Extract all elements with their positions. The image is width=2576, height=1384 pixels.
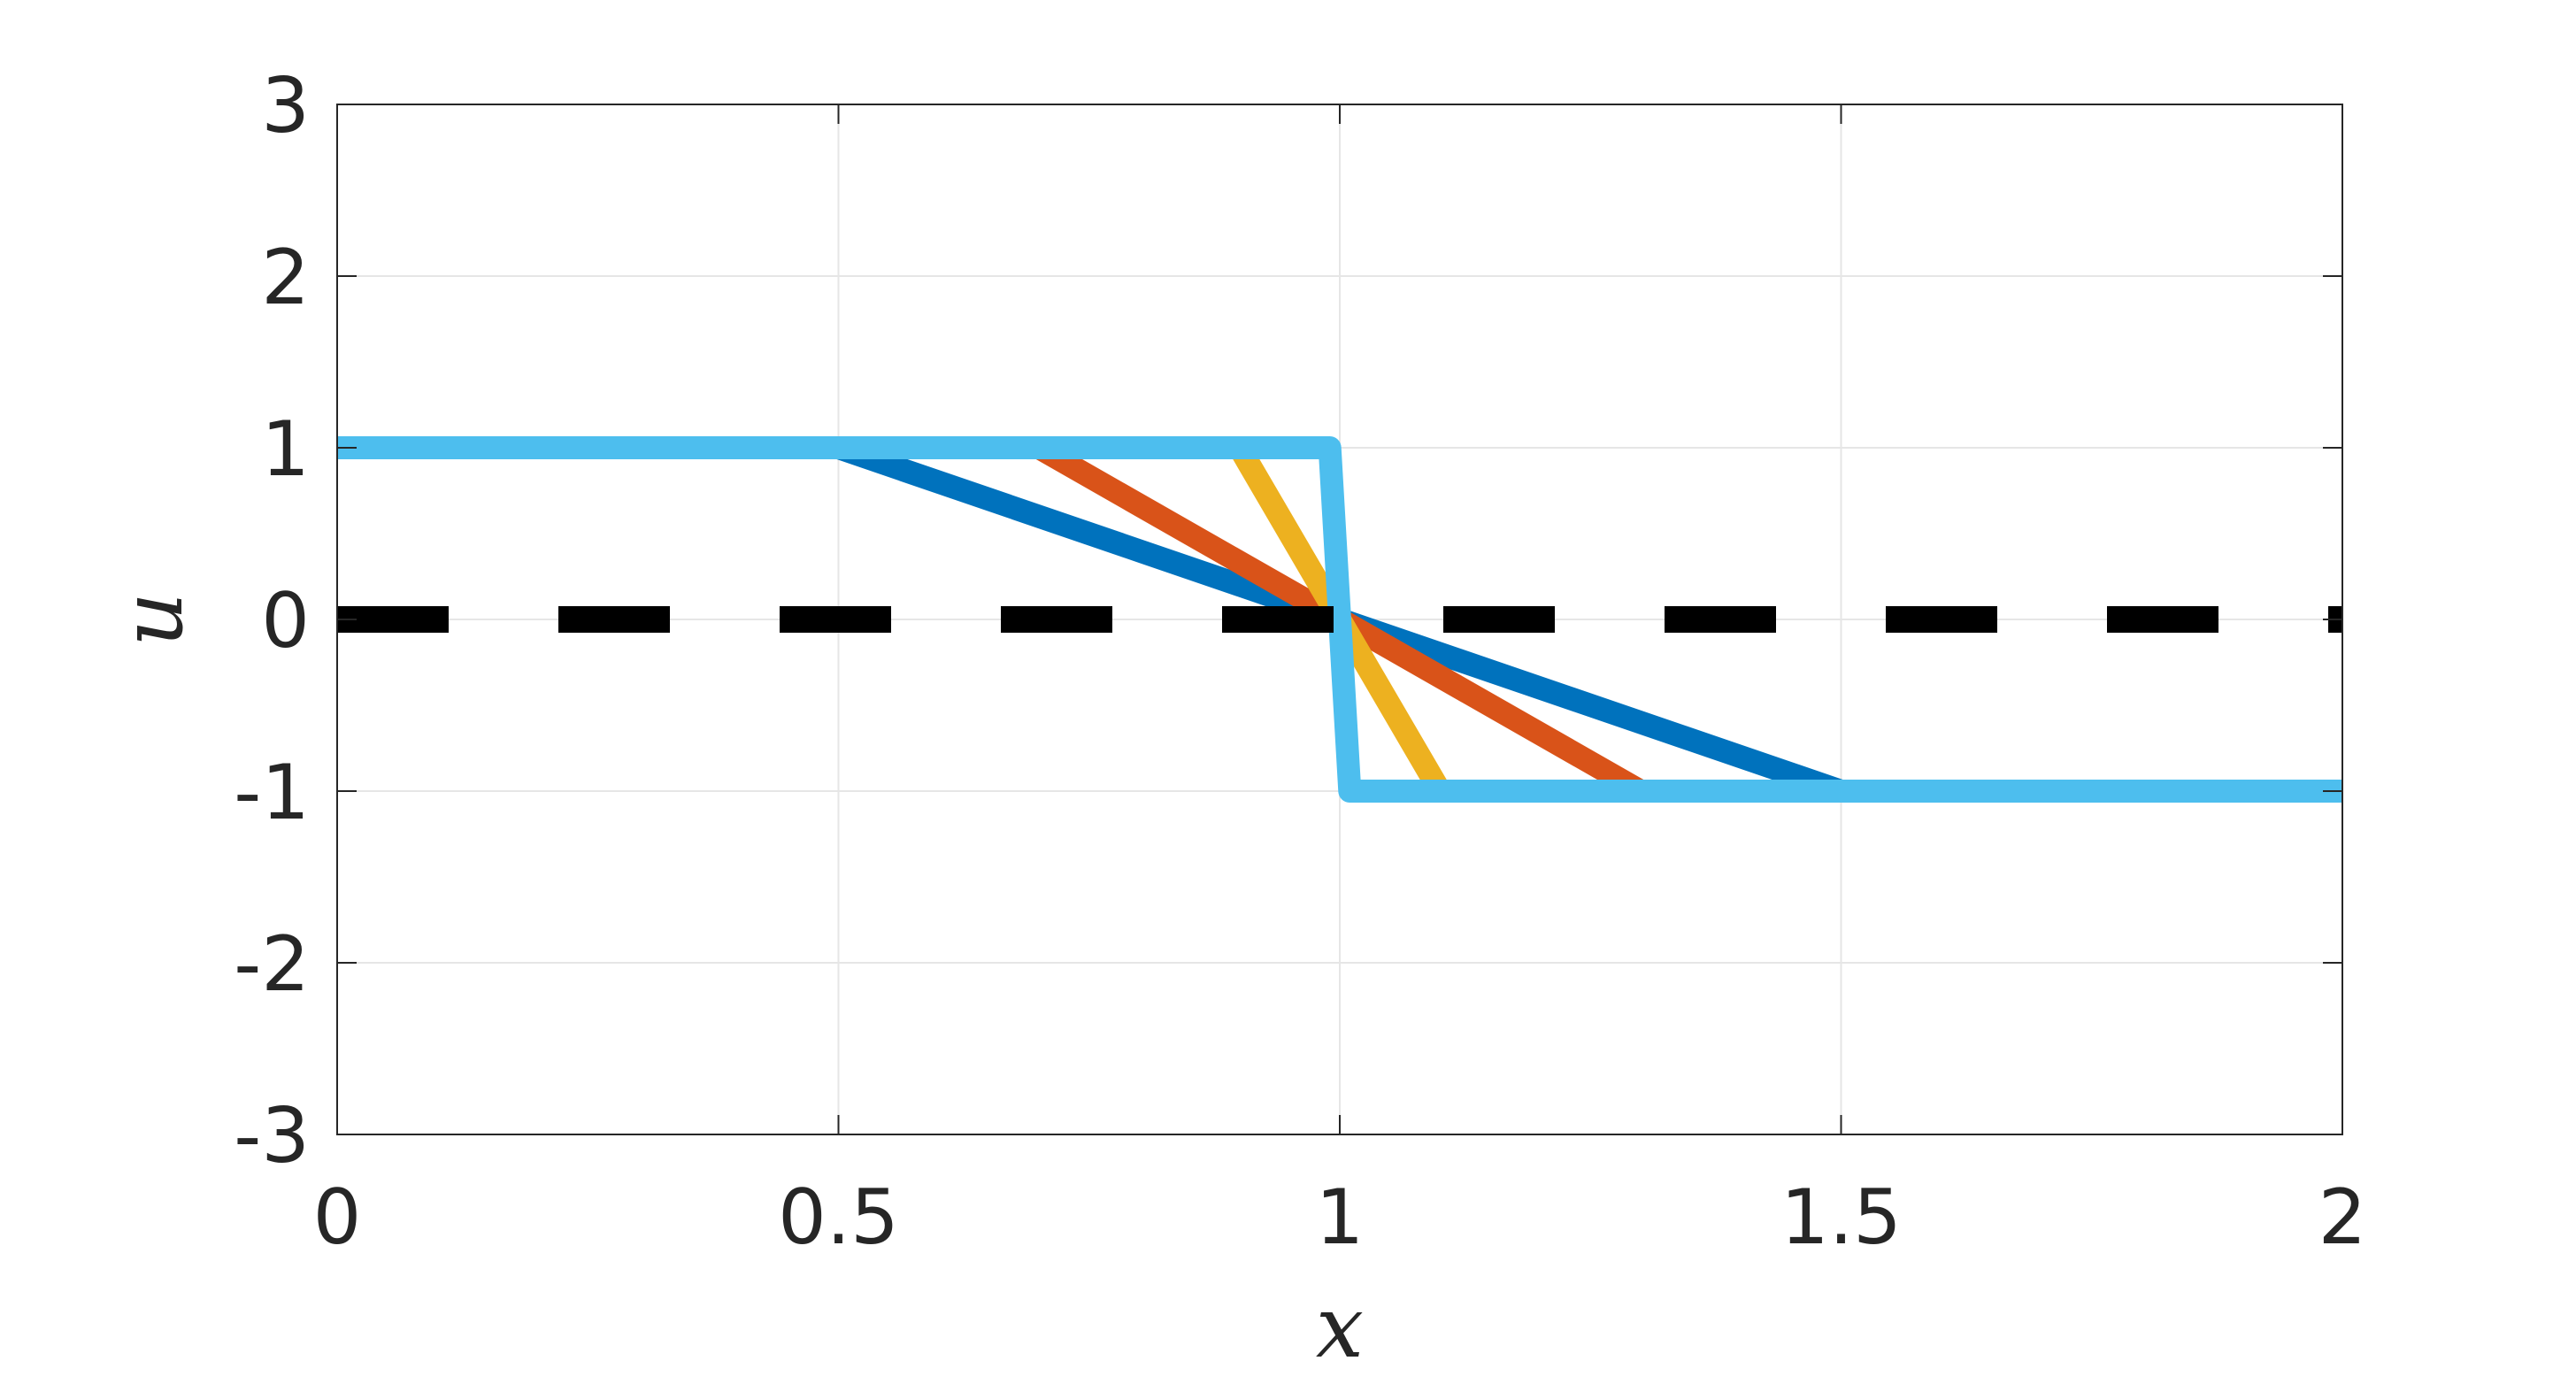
y-tick-label: -2 [234,920,310,1009]
x-tick-label: 0.5 [778,1173,899,1262]
y-tick-label: -1 [234,749,310,837]
x-tick-label: 0 [313,1173,362,1262]
x-axis-label: x [1316,1278,1364,1377]
x-tick-label: 1 [1316,1173,1365,1262]
ticks: 0 0.5 1 1.5 2 -3 -2 -1 0 1 2 3 [234,62,2366,1262]
series-group [337,436,2342,803]
series-line-4 [337,436,2342,803]
y-tick-label: 3 [261,62,310,150]
x-tick-label: 2 [2318,1173,2367,1262]
y-tick-label: 2 [261,234,310,322]
y-tick-label: 1 [261,405,310,494]
y-axis-label: u [103,592,202,647]
x-tick-label: 1.5 [1780,1173,1902,1262]
y-tick-label: -3 [234,1092,310,1180]
y-tick-label: 0 [261,577,310,665]
